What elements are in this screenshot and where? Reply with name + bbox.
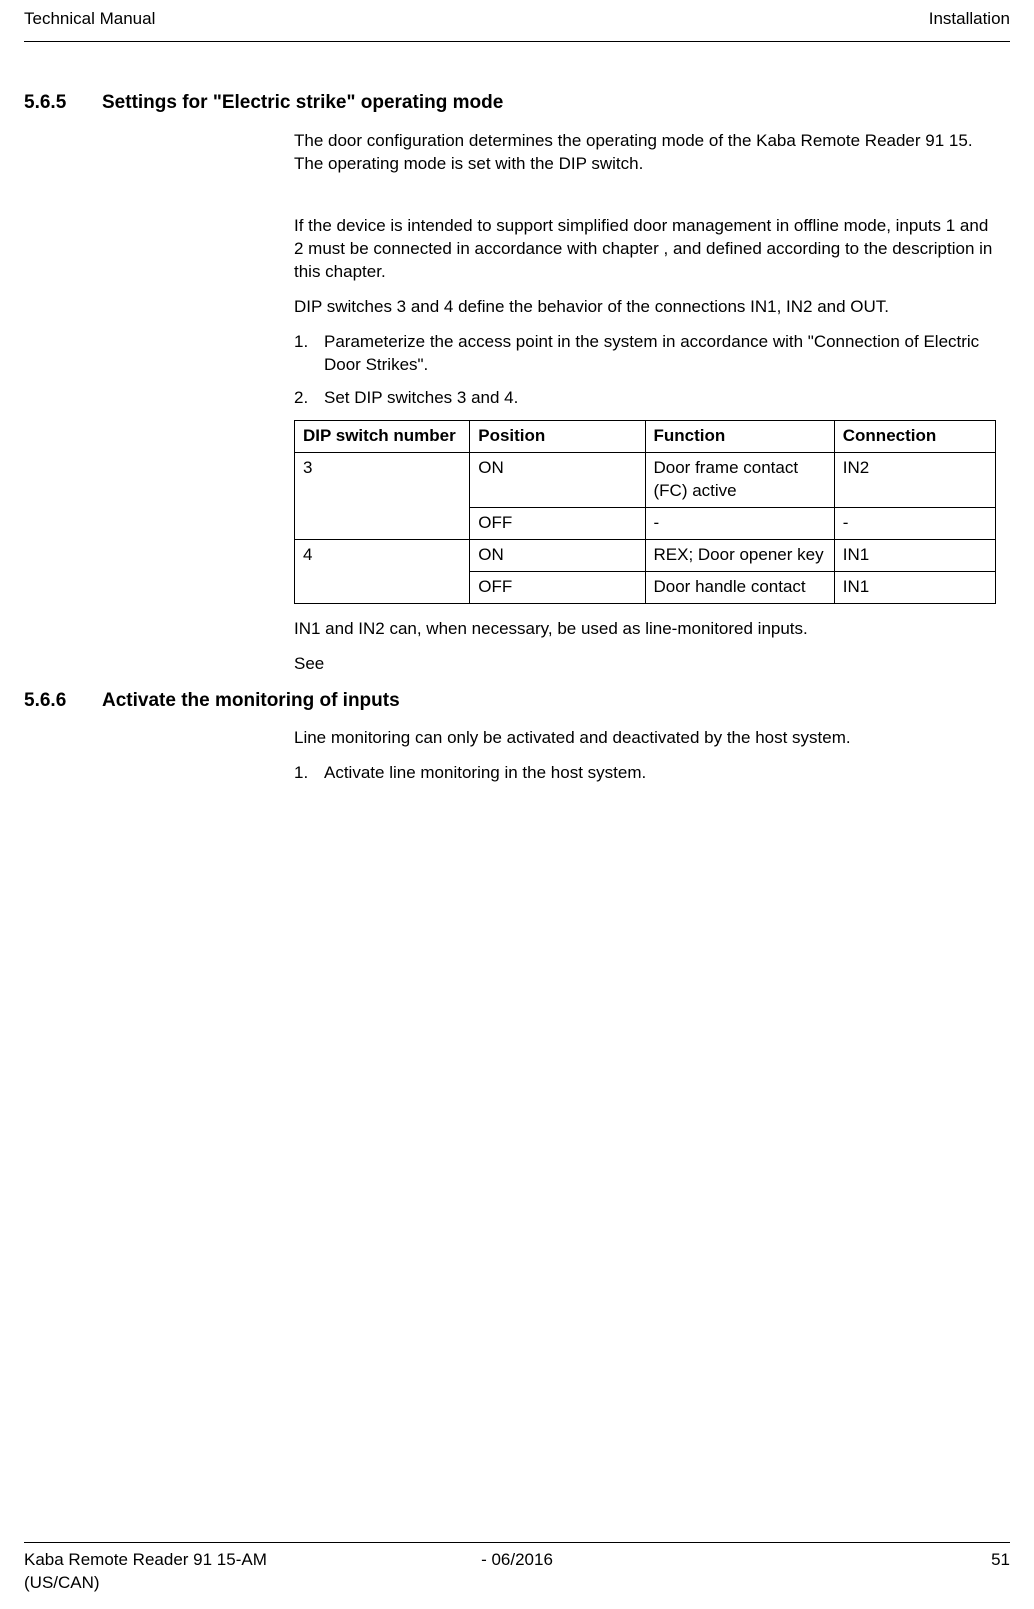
section-title: Settings for "Electric strike" operating…	[102, 90, 503, 116]
footer-left: Kaba Remote Reader 91 15-AM (US/CAN)	[24, 1549, 334, 1595]
dip-switch-table: DIP switch number Position Function Conn…	[294, 420, 996, 604]
table-cell: 3	[295, 452, 470, 539]
table-cell: REX; Door opener key	[645, 539, 834, 571]
section-number: 5.6.5	[24, 90, 102, 116]
list-item: 1. Activate line monitoring in the host …	[294, 762, 996, 785]
footer-center: - 06/2016	[481, 1549, 553, 1572]
table-cell: Door handle contact	[645, 571, 834, 603]
table-header: DIP switch number	[295, 421, 470, 453]
table-cell: -	[834, 507, 995, 539]
paragraph: DIP switches 3 and 4 define the behavior…	[294, 296, 996, 319]
list-text: Parameterize the access point in the sys…	[324, 331, 996, 377]
table-cell: OFF	[470, 507, 645, 539]
table-cell: IN1	[834, 539, 995, 571]
header-left: Technical Manual	[24, 8, 155, 31]
table-cell: ON	[470, 452, 645, 507]
list-number: 2.	[294, 387, 324, 410]
paragraph: IN1 and IN2 can, when necessary, be used…	[294, 618, 996, 641]
table-cell: 4	[295, 539, 470, 603]
section-body-565: The door configuration determines the op…	[294, 130, 996, 676]
list-item: 1. Parameterize the access point in the …	[294, 331, 996, 377]
table-cell: OFF	[470, 571, 645, 603]
section-body-566: Line monitoring can only be activated an…	[294, 727, 996, 785]
page-content: 5.6.5 Settings for "Electric strike" ope…	[24, 42, 1010, 785]
list-item: 2. Set DIP switches 3 and 4.	[294, 387, 996, 410]
table-header: Position	[470, 421, 645, 453]
table-row: 3 ON Door frame contact (FC) active IN2	[295, 452, 996, 507]
paragraph: The operating mode is set with the DIP s…	[294, 153, 996, 176]
table-cell: Door frame contact (FC) active	[645, 452, 834, 507]
page-header: Technical Manual Installation	[24, 0, 1010, 42]
paragraph: If the device is intended to support sim…	[294, 215, 996, 284]
page-footer: Kaba Remote Reader 91 15-AM (US/CAN) - 0…	[24, 1542, 1010, 1609]
list-text: Activate line monitoring in the host sys…	[324, 762, 996, 785]
list-text: Set DIP switches 3 and 4.	[324, 387, 996, 410]
table-header: Function	[645, 421, 834, 453]
table-header-row: DIP switch number Position Function Conn…	[295, 421, 996, 453]
header-right: Installation	[929, 8, 1010, 31]
table-cell: IN1	[834, 571, 995, 603]
section-title: Activate the monitoring of inputs	[102, 688, 400, 714]
table-cell: ON	[470, 539, 645, 571]
section-number: 5.6.6	[24, 688, 102, 714]
table-cell: -	[645, 507, 834, 539]
footer-right: 51	[991, 1549, 1010, 1595]
section-heading-566: 5.6.6 Activate the monitoring of inputs	[24, 688, 1010, 714]
table-cell: IN2	[834, 452, 995, 507]
list-number: 1.	[294, 762, 324, 785]
paragraph: The door configuration determines the op…	[294, 130, 996, 153]
section-heading-565: 5.6.5 Settings for "Electric strike" ope…	[24, 90, 1010, 116]
paragraph: Line monitoring can only be activated an…	[294, 727, 996, 750]
table-header: Connection	[834, 421, 995, 453]
list-number: 1.	[294, 331, 324, 377]
paragraph: See	[294, 653, 996, 676]
table-row: 4 ON REX; Door opener key IN1	[295, 539, 996, 571]
